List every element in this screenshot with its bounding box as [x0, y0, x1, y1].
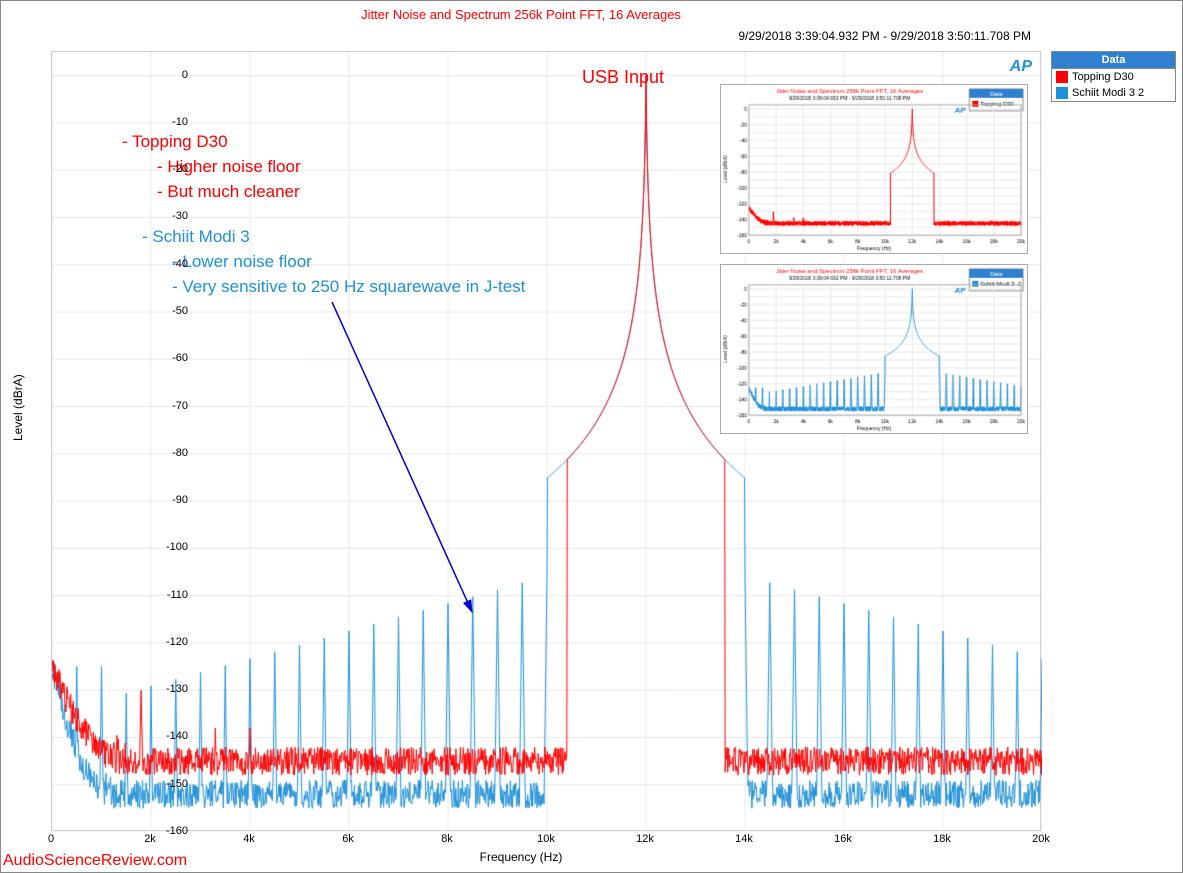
- y-tick-label: -10: [148, 116, 188, 128]
- y-tick-label: -30: [148, 210, 188, 222]
- x-tick-label: 20k: [1021, 833, 1061, 845]
- y-tick-label: -80: [148, 447, 188, 459]
- inset-canvas: [721, 265, 1027, 433]
- x-tick-label: 4k: [229, 833, 269, 845]
- x-tick-label: 16k: [823, 833, 863, 845]
- inset-chart-blue: [720, 264, 1028, 434]
- timestamp: 9/29/2018 3:39:04.932 PM - 9/29/2018 3:5…: [1, 29, 1041, 43]
- annotation-text: - Topping D30: [122, 132, 228, 152]
- y-tick-label: -60: [148, 352, 188, 364]
- y-tick-label: -40: [148, 258, 188, 270]
- y-tick-label: -150: [148, 778, 188, 790]
- legend-label: Topping D30: [1072, 71, 1134, 83]
- x-tick-label: 14k: [724, 833, 764, 845]
- y-tick-label: -110: [148, 589, 188, 601]
- x-tick-label: 6k: [328, 833, 368, 845]
- x-tick-label: 0: [31, 833, 71, 845]
- y-tick-label: -50: [148, 305, 188, 317]
- annotation-text: - Very sensitive to 250 Hz squarewave in…: [172, 277, 525, 297]
- y-tick-label: -70: [148, 400, 188, 412]
- legend: Data Topping D30 Schiit Modi 3 2: [1051, 51, 1176, 102]
- y-axis-label: Level (dBrA): [11, 374, 25, 441]
- y-tick-label: -20: [148, 163, 188, 175]
- watermark: AudioScienceReview.com: [3, 852, 187, 870]
- ap-logo: AP: [1010, 58, 1032, 76]
- y-tick-label: 0: [148, 69, 188, 81]
- y-tick-label: -120: [148, 636, 188, 648]
- legend-swatch: [1056, 71, 1068, 83]
- legend-item: Topping D30: [1052, 69, 1175, 85]
- x-tick-label: 2k: [130, 833, 170, 845]
- y-tick-label: -100: [148, 541, 188, 553]
- x-tick-label: 12k: [625, 833, 665, 845]
- annotation-text: - But much cleaner: [157, 182, 300, 202]
- chart-title: Jitter Noise and Spectrum 256k Point FFT…: [1, 7, 1041, 22]
- annotation-text: - Schiit Modi 3: [142, 227, 250, 247]
- legend-label: Schiit Modi 3 2: [1072, 87, 1144, 99]
- inset-chart-red: [720, 84, 1028, 254]
- legend-swatch: [1056, 87, 1068, 99]
- legend-header: Data: [1052, 52, 1175, 69]
- legend-item: Schiit Modi 3 2: [1052, 85, 1175, 101]
- x-tick-label: 10k: [526, 833, 566, 845]
- x-tick-label: 18k: [922, 833, 962, 845]
- main-chart: AP USB Input- Topping D30- Higher noise …: [51, 51, 1041, 831]
- annotation-text: - Lower noise floor: [172, 252, 312, 272]
- y-tick-label: -130: [148, 683, 188, 695]
- y-tick-label: -140: [148, 730, 188, 742]
- inset-canvas: [721, 85, 1027, 253]
- y-tick-label: -90: [148, 494, 188, 506]
- annotation-text: USB Input: [582, 67, 664, 88]
- x-tick-label: 8k: [427, 833, 467, 845]
